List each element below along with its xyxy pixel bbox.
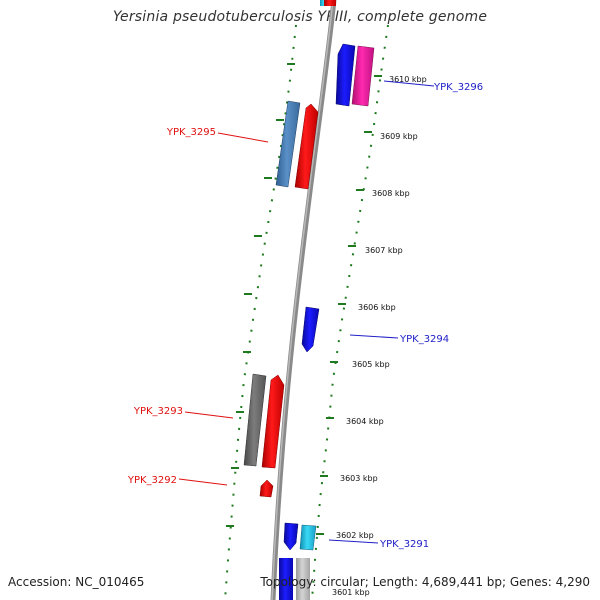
- scale-label: 3609 kbp: [380, 132, 418, 141]
- inner-tick-marks: [226, 63, 295, 527]
- outer-tick-marks: [316, 75, 382, 535]
- gene-ypk-3294-blue[interactable]: [301, 306, 320, 353]
- gene-ypk-3292-red[interactable]: [259, 479, 274, 498]
- scale-label: 3607 kbp: [365, 246, 403, 255]
- scale-label: 3610 kbp: [389, 75, 427, 84]
- map-title: Yersinia pseudotuberculosis YPIII, compl…: [112, 9, 488, 25]
- gene-label-ypk-3291[interactable]: YPK_3291: [379, 539, 429, 550]
- gene-labels: YPK_3296 YPK_3295 YPK_3294 YPK_3293 YPK_…: [127, 82, 483, 550]
- label-leaders: [178, 80, 435, 544]
- gene-label-ypk-3294[interactable]: YPK_3294: [399, 334, 449, 345]
- accession-label: Accession: NC_010465: [8, 575, 145, 589]
- gene-ypk-3295-red[interactable]: [294, 103, 319, 190]
- gene-ypk-3291-cyan[interactable]: [299, 524, 317, 551]
- scale-label: 3606 kbp: [358, 303, 396, 312]
- gene-label-ypk-3296[interactable]: YPK_3296: [433, 82, 483, 93]
- gene-bottom-silver[interactable]: [296, 558, 310, 600]
- gene-label-ypk-3295[interactable]: YPK_3295: [166, 127, 216, 138]
- gene-top-red[interactable]: [324, 0, 336, 6]
- gene-label-ypk-3293[interactable]: YPK_3293: [133, 406, 183, 417]
- scale-label: 3601 kbp: [332, 588, 370, 597]
- gene-bottom-blue[interactable]: [279, 558, 293, 600]
- scale-label: 3603 kbp: [340, 474, 378, 483]
- gene-label-ypk-3292[interactable]: YPK_3292: [127, 475, 177, 486]
- gene-ypk-3293-gray[interactable]: [243, 373, 267, 467]
- gene-ypk-3295-steel[interactable]: [275, 100, 301, 188]
- gene-ypk-3293-red[interactable]: [261, 374, 285, 469]
- inner-dotted-track: [224, 24, 297, 600]
- gene-ypk-3291-blue[interactable]: [283, 522, 299, 551]
- genome-backbone: [270, 0, 337, 600]
- genome-summary: Topology: circular; Length: 4,689,441 bp…: [260, 575, 590, 589]
- scale-label: 3602 kbp: [336, 531, 374, 540]
- gene-ypk-3296-blue[interactable]: [335, 43, 356, 107]
- scale-label: 3604 kbp: [346, 417, 384, 426]
- scale-labels: 3610 kbp 3609 kbp 3608 kbp 3607 kbp 3606…: [332, 75, 427, 597]
- scale-label: 3605 kbp: [352, 360, 390, 369]
- scale-label: 3608 kbp: [372, 189, 410, 198]
- outer-dotted-track: [311, 24, 389, 600]
- gene-ypk-3296-pink[interactable]: [351, 45, 375, 107]
